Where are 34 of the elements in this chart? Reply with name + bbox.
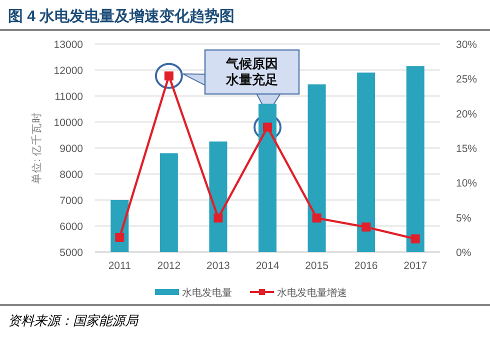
- legend-label: 水电发电量增速: [277, 287, 347, 299]
- y2-tick-label: 30%: [456, 39, 478, 51]
- y-tick-label: 10000: [54, 117, 84, 129]
- x-tick-label: 2015: [305, 260, 329, 272]
- y2-tick-label: 20%: [456, 108, 478, 120]
- y2-tick-label: 10%: [456, 178, 478, 190]
- x-tick-label: 2014: [256, 260, 280, 272]
- point: [214, 214, 223, 223]
- y-tick-label: 9000: [60, 143, 84, 155]
- y-tick-label: 12000: [54, 65, 84, 77]
- y2-tick-label: 5%: [456, 212, 472, 224]
- x-tick-label: 2011: [108, 260, 132, 272]
- point: [362, 222, 371, 232]
- y2-tick-label: 15%: [456, 143, 478, 155]
- x-tick-label: 2012: [157, 260, 181, 272]
- chart-title: 图 4 水电发电量及增速变化趋势图: [8, 7, 235, 25]
- legend-label: 水电发电量: [182, 287, 232, 299]
- x-tick-label: 2017: [404, 260, 428, 272]
- point: [115, 232, 124, 242]
- y2-tick-label: 25%: [456, 74, 478, 86]
- point: [312, 214, 322, 223]
- y-tick-label: 13000: [54, 39, 84, 51]
- text: 资料来源：国家能源局: [8, 313, 139, 328]
- y-axis-title: 单位: 亿千瓦时: [30, 112, 43, 184]
- x-tick-label: 2013: [206, 260, 230, 272]
- annotation: 气候原因水量充足: [225, 56, 278, 87]
- point: [410, 234, 420, 244]
- y-tick-label: 6000: [60, 221, 84, 233]
- x-tick-label: 2016: [354, 260, 378, 272]
- y-tick-label: 8000: [60, 169, 84, 181]
- y-tick-label: 7000: [60, 195, 84, 207]
- y2-tick-label: 0%: [456, 247, 472, 259]
- y-tick-label: 5000: [60, 247, 84, 259]
- y-tick-label: 11000: [54, 91, 84, 103]
